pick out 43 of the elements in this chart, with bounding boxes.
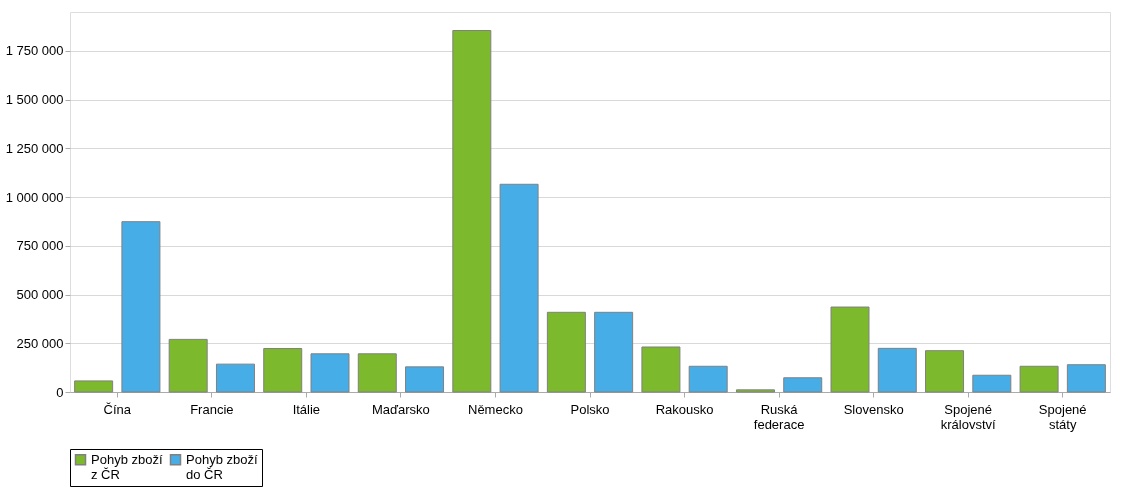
bar bbox=[74, 380, 114, 393]
y-tick-label: 250 000 bbox=[16, 335, 64, 351]
bar bbox=[499, 183, 539, 393]
x-tick-label: Německo bbox=[467, 401, 523, 417]
bar bbox=[168, 338, 208, 393]
bar bbox=[452, 30, 492, 393]
y-tick-label: 1 750 000 bbox=[5, 43, 64, 59]
legend-label: Pohyb zboží do ČR bbox=[186, 451, 258, 482]
bar bbox=[1019, 365, 1059, 393]
x-tick-label: Čína bbox=[103, 401, 132, 417]
y-tick-label: 1 250 000 bbox=[5, 140, 64, 156]
bar bbox=[357, 353, 397, 393]
bar bbox=[688, 365, 728, 393]
x-tick-label: Polsko bbox=[570, 401, 610, 417]
bar bbox=[546, 311, 586, 393]
bar bbox=[735, 389, 775, 393]
bar bbox=[405, 366, 445, 393]
y-tick-label: 500 000 bbox=[16, 287, 64, 303]
x-tick-label: Spojené království bbox=[940, 401, 997, 432]
x-tick-label: Rakousko bbox=[655, 401, 714, 417]
bar bbox=[594, 311, 634, 393]
bar bbox=[925, 350, 965, 393]
x-tick-label: Ruská federace bbox=[753, 401, 805, 432]
bar bbox=[263, 348, 303, 393]
x-tick-label: Francie bbox=[190, 401, 234, 417]
bar bbox=[215, 363, 255, 393]
bar bbox=[121, 221, 161, 393]
bar bbox=[972, 374, 1012, 393]
bar bbox=[783, 377, 823, 393]
y-tick-label: 750 000 bbox=[16, 238, 64, 254]
x-tick-label: Maďarsko bbox=[371, 401, 430, 417]
x-tick-label: Spojené státy bbox=[1038, 401, 1087, 432]
bar bbox=[830, 306, 870, 393]
legend-label: Pohyb zboží z ČR bbox=[91, 451, 163, 482]
bar bbox=[877, 347, 917, 393]
y-tick-label: 1 000 000 bbox=[5, 189, 64, 205]
bar bbox=[1066, 364, 1106, 393]
bar bbox=[641, 346, 681, 393]
y-tick-label: 1 500 000 bbox=[5, 92, 64, 108]
x-tick-label: Slovensko bbox=[843, 401, 904, 417]
y-tick-label: 0 bbox=[56, 384, 64, 400]
bar bbox=[310, 353, 350, 393]
x-tick-label: Itálie bbox=[292, 401, 321, 417]
